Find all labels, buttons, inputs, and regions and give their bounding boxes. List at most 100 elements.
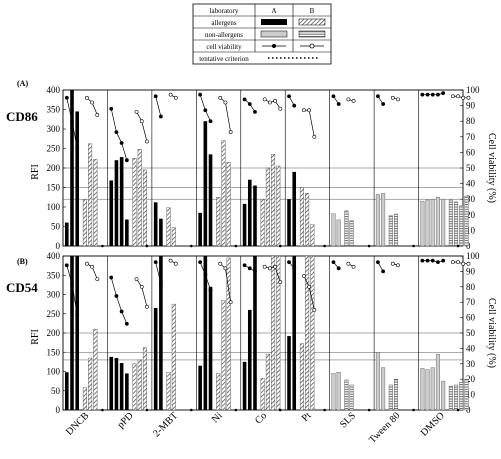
viability-b-point — [139, 119, 144, 124]
bar-lab-b — [82, 387, 87, 411]
bar-lab-a — [331, 213, 336, 247]
bar-lab-b — [271, 255, 276, 411]
viability-a-point — [70, 281, 74, 286]
baseline-marker — [323, 408, 326, 412]
bar-lab-b — [344, 379, 349, 411]
bar-lab-b — [216, 197, 221, 247]
bar-lab-a — [425, 199, 430, 247]
panel-marker-name: CD86 — [6, 109, 38, 124]
baseline-marker — [278, 408, 282, 412]
panel-marker-name: CD54 — [6, 280, 38, 295]
viability-b-point — [168, 258, 173, 263]
bar-lab-a — [247, 309, 252, 410]
bar-lab-b — [260, 198, 265, 247]
y2-tick-label: 70 — [466, 132, 476, 142]
bar-lab-a — [287, 336, 291, 410]
bar-lab-b — [459, 382, 464, 411]
viability-b-point — [302, 274, 306, 278]
legend-header-b: B — [310, 7, 315, 15]
viability-b-line — [136, 278, 148, 307]
viability-a-point — [292, 266, 297, 271]
viability-b-point — [95, 277, 100, 282]
legend-label-cell-viability: cell viability — [206, 43, 242, 51]
viability-a-point — [198, 260, 203, 265]
y-tick-label: 0 — [56, 241, 61, 251]
viability-a-point — [436, 260, 440, 265]
bar-lab-b — [137, 149, 142, 247]
viability-a-line — [110, 277, 128, 324]
bar-lab-a — [203, 256, 208, 410]
viability-a-point — [430, 92, 435, 97]
y2-tick-label: 20 — [466, 374, 476, 384]
viability-a-point — [381, 102, 386, 106]
viability-a-point — [153, 94, 158, 99]
bar-lab-a — [119, 363, 124, 410]
y-tick-label: 250 — [47, 309, 61, 319]
viability-a-point — [425, 258, 430, 263]
viability-a-point — [336, 102, 341, 106]
y2-tick-label: 50 — [466, 163, 476, 173]
bar-lab-b — [464, 195, 469, 247]
viability-b-point — [267, 266, 272, 271]
viability-b-point — [228, 300, 233, 305]
viability-b-point — [461, 95, 466, 100]
viability-b-point — [302, 108, 306, 113]
y-tick-label: 350 — [47, 105, 61, 115]
viability-a-point — [70, 119, 74, 124]
bar-lab-b — [310, 224, 315, 247]
category-label: Pt — [300, 410, 314, 424]
baseline-marker — [278, 244, 282, 248]
y2-tick-label: 20 — [466, 210, 476, 220]
bar-lab-b — [271, 154, 276, 247]
bar-lab-b — [166, 372, 171, 411]
bar-lab-a — [425, 369, 430, 411]
viability-a-point — [331, 94, 336, 99]
bar-lab-b — [299, 343, 304, 411]
baseline-marker — [412, 244, 415, 248]
bar-lab-a — [208, 286, 213, 410]
viability-b-point — [312, 307, 317, 312]
baseline-marker — [190, 408, 193, 412]
y-tick-label: 150 — [47, 347, 61, 357]
viability-a-point — [381, 269, 386, 274]
bar-lab-b — [226, 257, 231, 411]
baseline-marker — [367, 244, 371, 248]
viability-b-line — [452, 261, 469, 265]
viability-a-point — [425, 92, 430, 97]
bar-lab-b — [454, 384, 459, 411]
viability-a-point — [203, 108, 208, 113]
y-axis-title: RFI — [30, 329, 41, 345]
category-label: SLS — [338, 410, 358, 430]
y2-axis-title: Cell viability (%) — [486, 298, 497, 368]
bar-lab-b — [299, 187, 304, 247]
bar-lab-a — [114, 358, 119, 410]
y2-tick-label: 30 — [466, 359, 476, 369]
category-label: DMSO — [419, 410, 447, 438]
viability-a-point — [158, 281, 163, 286]
bar-lab-a — [208, 154, 213, 246]
y-tick-label: 250 — [47, 144, 61, 154]
bar-lab-b — [260, 378, 265, 411]
bar-lab-a — [381, 193, 386, 247]
y-tick-label: 300 — [47, 124, 61, 134]
bar-lab-a — [242, 203, 247, 246]
y2-tick-label: 80 — [466, 116, 476, 126]
y2-tick-label: 10 — [466, 225, 476, 235]
category-label: pPD — [115, 410, 135, 430]
viability-a-point — [64, 263, 69, 268]
bar-lab-a — [441, 380, 446, 411]
legend: laboratory A B allergens non-allergens c… — [192, 3, 332, 65]
viability-b-point — [450, 260, 455, 265]
viability-a-point — [336, 266, 341, 271]
y2-tick-label: 80 — [466, 282, 476, 292]
viability-a-line — [155, 96, 162, 117]
viability-a-point — [109, 106, 114, 111]
bar-lab-a — [420, 368, 425, 411]
baseline-marker — [412, 408, 415, 412]
y2-tick-label: 40 — [466, 179, 476, 189]
bar-lab-a — [70, 256, 74, 410]
viability-a-point — [114, 294, 119, 298]
viability-b-line — [136, 111, 148, 142]
category-label: Tween 80 — [367, 410, 402, 445]
viability-a-point — [292, 103, 297, 108]
